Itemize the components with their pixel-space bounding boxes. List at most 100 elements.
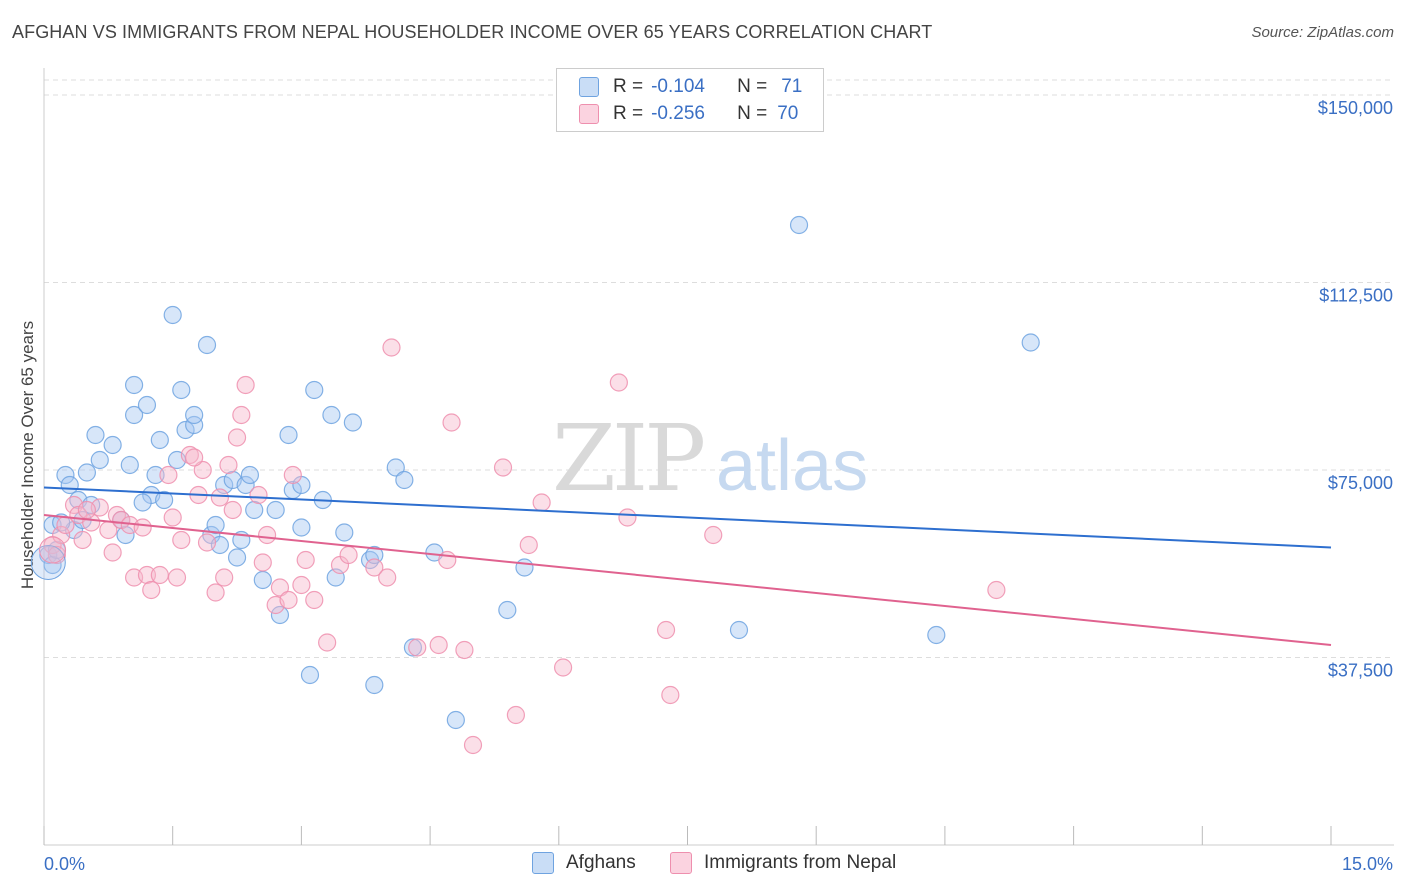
legend-n-value-afghans: 71 bbox=[781, 76, 803, 97]
y-tick-label: $112,500 bbox=[1319, 286, 1393, 306]
tick-labels: $37,500 $75,000 $112,500 $150,000 0.0% 15.0% bbox=[44, 98, 1393, 874]
data-point-afghans bbox=[300, 665, 320, 685]
data-point-afghans bbox=[266, 500, 285, 520]
trend-line-afghans bbox=[43, 486, 1332, 549]
watermark: ZIP atlas bbox=[552, 405, 868, 512]
data-point-nepal bbox=[305, 590, 324, 610]
data-points bbox=[30, 215, 1040, 755]
data-point-nepal bbox=[283, 465, 302, 485]
bottom-legend-nepal[interactable]: Immigrants from Nepal bbox=[670, 852, 896, 874]
y-tick-label: $37,500 bbox=[1328, 661, 1393, 681]
data-point-nepal bbox=[172, 530, 191, 550]
data-point-afghans bbox=[155, 490, 174, 510]
data-point-nepal bbox=[167, 568, 187, 587]
data-point-nepal bbox=[253, 553, 272, 572]
data-point-afghans bbox=[305, 380, 324, 400]
data-point-nepal bbox=[408, 638, 427, 657]
data-point-afghans bbox=[146, 465, 165, 485]
data-point-afghans bbox=[133, 493, 152, 512]
data-point-afghans bbox=[206, 515, 225, 535]
data-point-afghans bbox=[365, 545, 384, 565]
data-point-nepal bbox=[506, 705, 526, 725]
data-point-nepal bbox=[249, 485, 268, 505]
gridlines bbox=[44, 79, 1394, 658]
data-point-afghans bbox=[86, 425, 105, 445]
data-point-nepal bbox=[163, 508, 182, 527]
x-tick-label-min: 0.0% bbox=[44, 854, 85, 874]
data-point-afghans bbox=[185, 405, 204, 425]
legend-r-value-afghans: -0.104 bbox=[651, 76, 705, 97]
data-point-nepal bbox=[553, 658, 573, 677]
bottom-legend-swatch-afghans bbox=[532, 852, 554, 874]
data-point-afghans bbox=[172, 380, 191, 400]
data-point-nepal bbox=[215, 568, 234, 587]
data-point-afghans bbox=[335, 523, 354, 542]
legend-row-nepal: R = -0.256 N = 70 bbox=[579, 101, 798, 127]
data-point-nepal bbox=[219, 455, 238, 475]
data-point-nepal bbox=[609, 373, 628, 392]
data-point-afghans bbox=[498, 600, 517, 620]
data-point-nepal bbox=[365, 558, 384, 577]
data-point-nepal bbox=[378, 568, 397, 587]
data-point-afghans bbox=[365, 675, 384, 695]
data-point-nepal bbox=[77, 500, 97, 520]
data-point-nepal bbox=[987, 580, 1006, 600]
data-point-afghans bbox=[789, 215, 809, 235]
data-point-nepal bbox=[185, 448, 204, 467]
data-point-nepal bbox=[292, 575, 311, 595]
legend-r-label: R = bbox=[613, 76, 644, 97]
legend-swatch-nepal bbox=[579, 104, 599, 124]
data-point-afghans bbox=[245, 500, 264, 520]
data-point-afghans bbox=[197, 335, 217, 355]
data-point-afghans bbox=[343, 413, 362, 432]
data-point-nepal bbox=[159, 465, 178, 485]
data-point-nepal bbox=[296, 550, 315, 570]
data-point-nepal bbox=[236, 375, 255, 395]
data-point-afghans bbox=[279, 425, 298, 445]
x-tick-label-max: 15.0% bbox=[1342, 854, 1393, 874]
data-point-nepal bbox=[210, 488, 229, 507]
data-point-afghans bbox=[163, 305, 182, 325]
correlation-legend: R = -0.104 N = 71 R = -0.256 N = 70 bbox=[556, 68, 824, 132]
data-point-afghans bbox=[120, 455, 139, 475]
data-point-nepal bbox=[382, 338, 401, 357]
data-point-afghans bbox=[395, 470, 414, 490]
data-point-nepal bbox=[318, 633, 337, 652]
data-point-afghans bbox=[240, 465, 260, 485]
trend-lines bbox=[43, 486, 1332, 646]
data-point-nepal bbox=[137, 565, 157, 585]
watermark-atlas: atlas bbox=[716, 426, 868, 506]
data-point-afghans bbox=[60, 475, 79, 495]
data-point-afghans bbox=[729, 620, 749, 640]
trend-line-nepal bbox=[43, 514, 1332, 646]
data-point-afghans bbox=[270, 605, 290, 625]
chart-title: AFGHAN VS IMMIGRANTS FROM NEPAL HOUSEHOL… bbox=[12, 22, 933, 42]
data-point-afghans bbox=[103, 435, 122, 455]
data-point-nepal bbox=[618, 508, 637, 527]
legend-n-value-nepal: 70 bbox=[777, 103, 799, 124]
data-point-afghans bbox=[77, 463, 97, 482]
data-point-nepal bbox=[704, 525, 723, 545]
bottom-legend-label-nepal: Immigrants from Nepal bbox=[704, 852, 897, 873]
data-point-nepal bbox=[279, 590, 298, 610]
legend-n-label: N = bbox=[737, 103, 768, 124]
data-point-afghans bbox=[253, 570, 272, 590]
bottom-legend-label-afghans: Afghans bbox=[566, 852, 636, 873]
data-point-nepal bbox=[227, 428, 247, 447]
data-point-nepal bbox=[73, 530, 92, 550]
data-point-afghans bbox=[176, 420, 195, 440]
data-point-nepal bbox=[142, 580, 161, 600]
data-point-nepal bbox=[493, 458, 513, 477]
data-point-nepal bbox=[133, 518, 152, 537]
data-point-nepal bbox=[429, 635, 448, 655]
axes bbox=[43, 68, 1394, 846]
data-point-afghans bbox=[185, 415, 204, 435]
data-point-nepal bbox=[206, 583, 225, 602]
bottom-legend-afghans[interactable]: Afghans bbox=[532, 852, 636, 874]
data-point-nepal bbox=[270, 578, 290, 597]
data-point-nepal bbox=[519, 535, 538, 555]
data-point-nepal bbox=[532, 493, 551, 512]
data-point-afghans bbox=[227, 548, 247, 567]
data-point-afghans bbox=[386, 458, 405, 477]
